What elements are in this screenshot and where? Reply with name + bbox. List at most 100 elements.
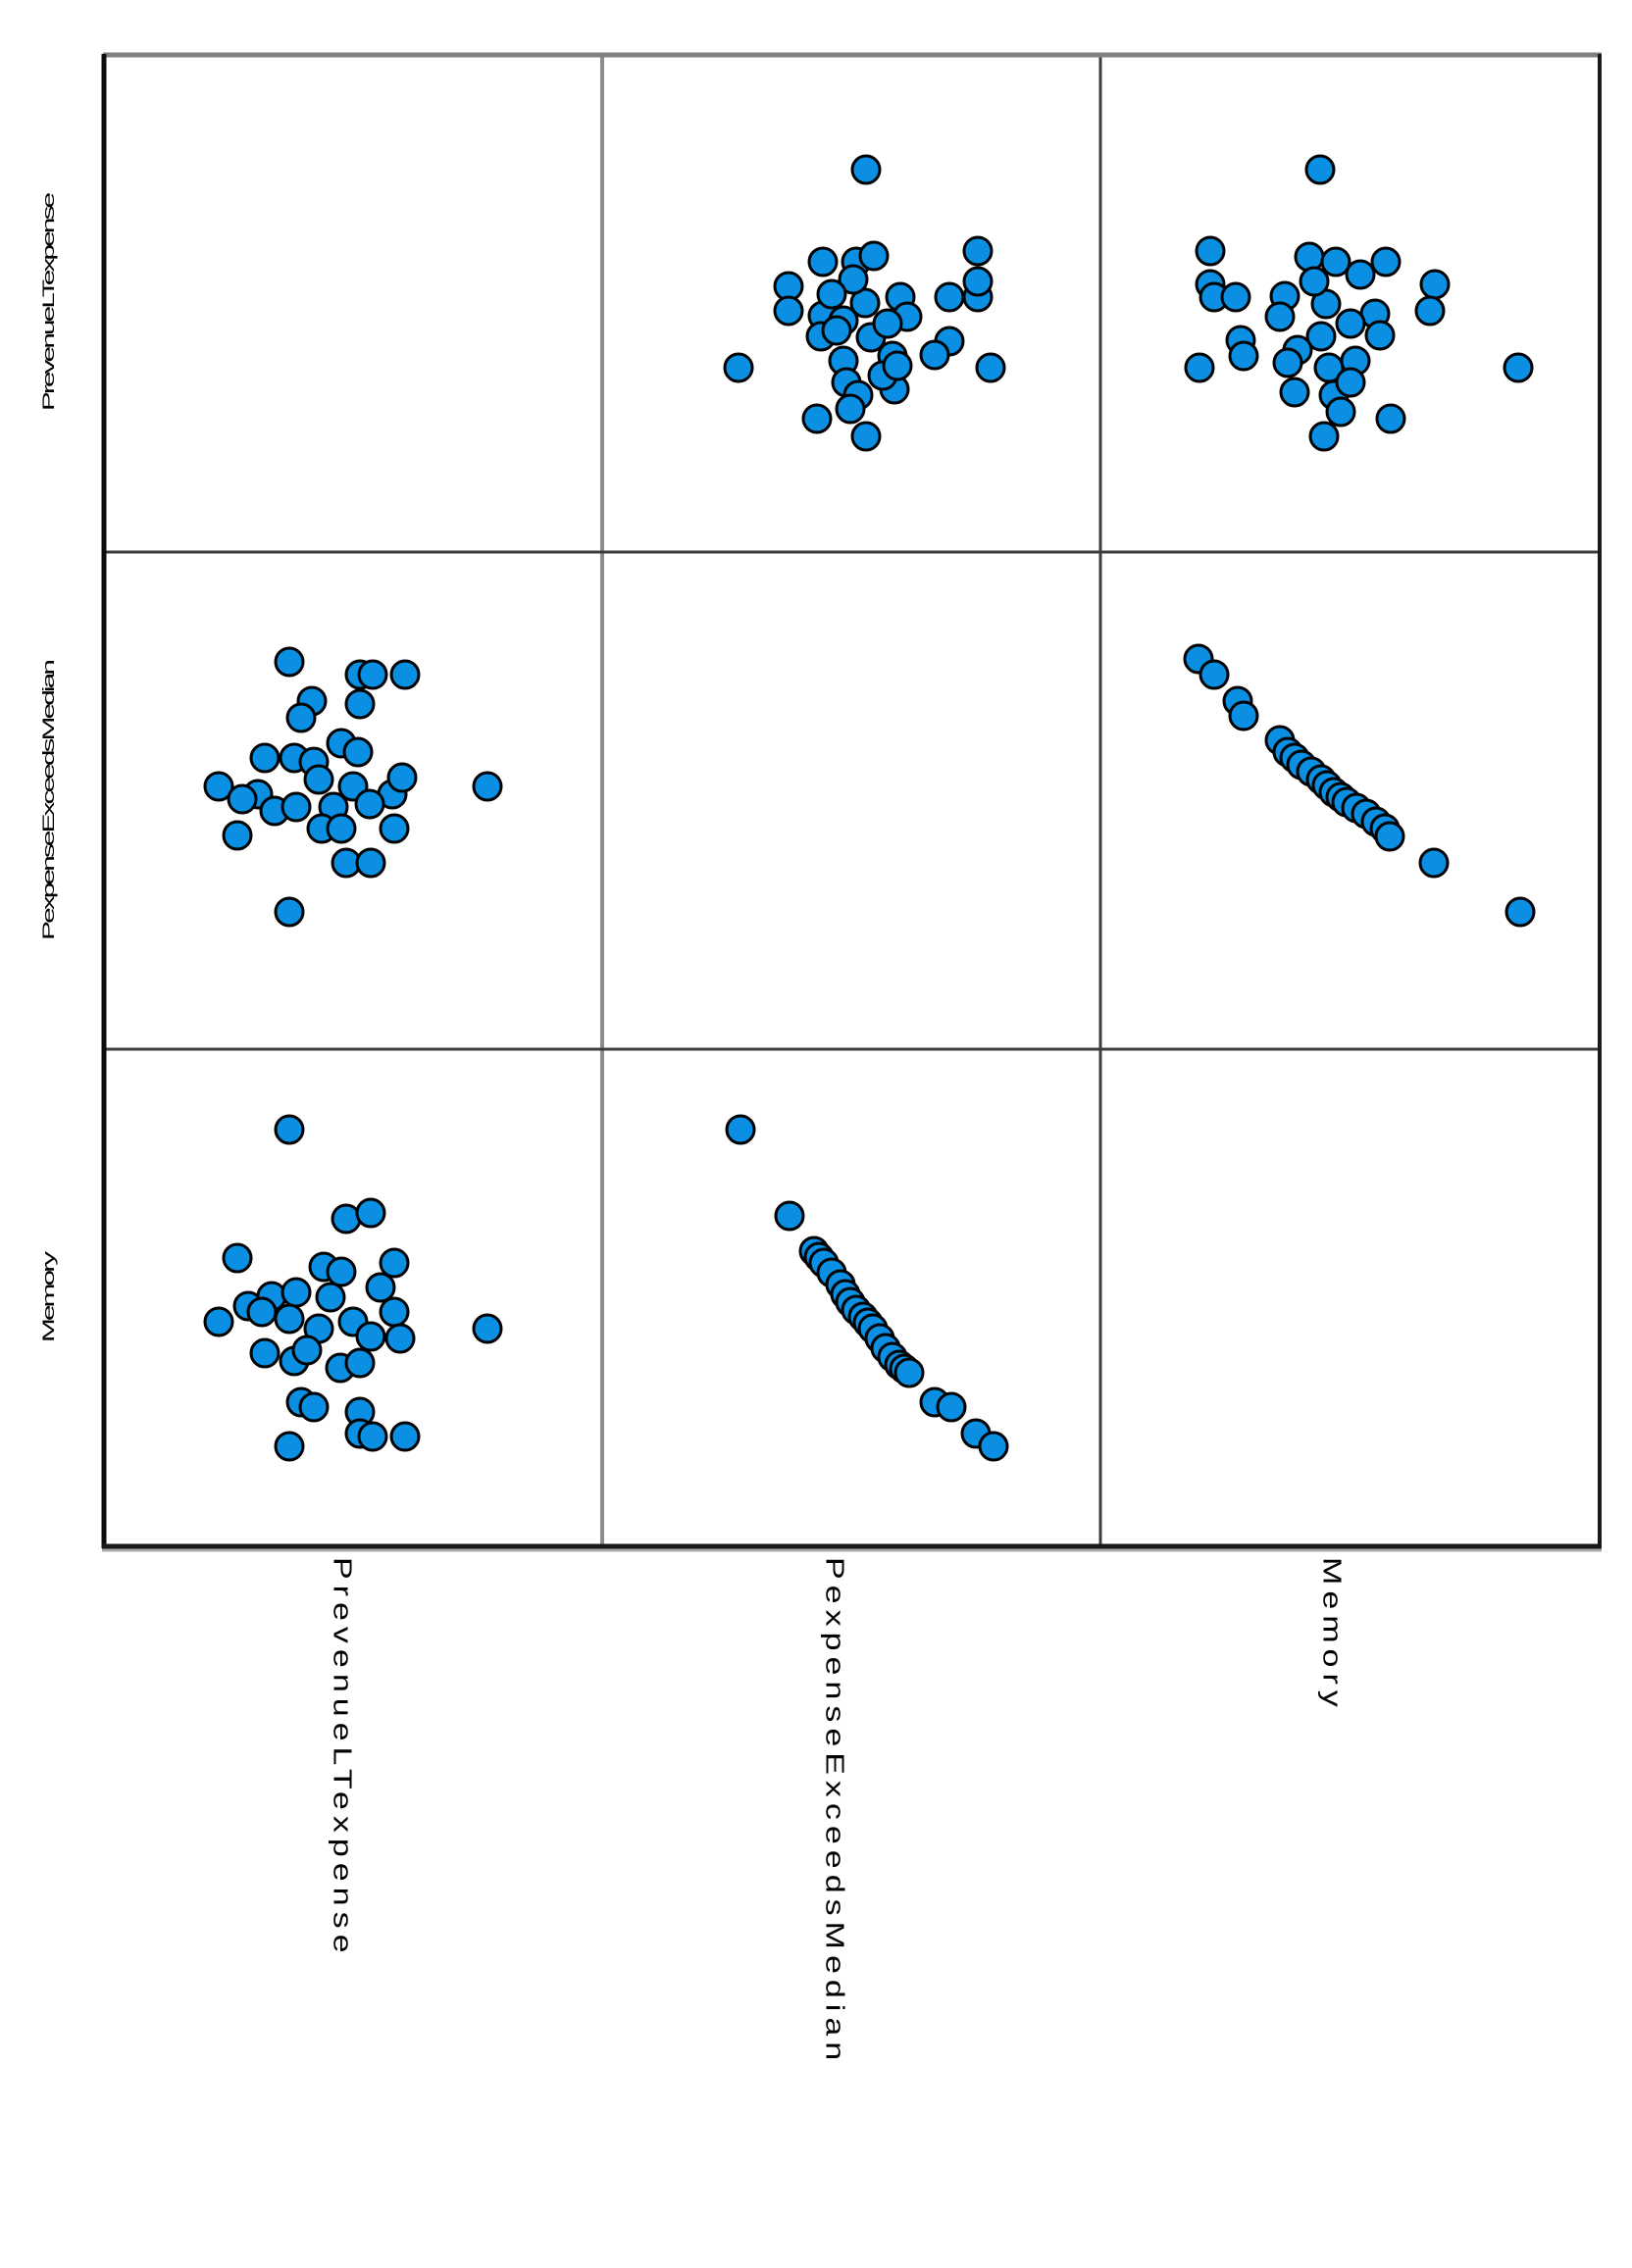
data-point: [774, 1200, 805, 1232]
panel-r2-c1: [725, 1114, 1009, 1462]
data-point: [379, 813, 410, 844]
data-point: [246, 1296, 278, 1328]
data-point: [723, 352, 754, 383]
data-point: [893, 1357, 925, 1388]
data-point: [849, 287, 881, 319]
data-point: [1308, 421, 1340, 452]
data-point: [384, 1323, 416, 1354]
data-point: [872, 308, 903, 339]
data-point: [389, 659, 421, 690]
panel-r1-c0: [203, 646, 503, 928]
data-point: [303, 764, 334, 795]
column-label-text: PrevenueLTexpense: [328, 1557, 356, 1959]
data-point: [1375, 403, 1406, 434]
data-point: [1374, 821, 1405, 852]
data-point: [357, 659, 388, 690]
column-label-pexpenseexceedsmedian: PexpenseExceedsMedian: [804, 1557, 863, 2066]
data-point: [838, 264, 869, 295]
data-point: [280, 791, 312, 823]
data-point: [1184, 352, 1215, 383]
data-point: [249, 742, 280, 774]
data-point: [1195, 235, 1226, 267]
points-layer: [203, 154, 1536, 1462]
data-point: [816, 278, 847, 310]
data-point: [472, 771, 503, 802]
data-point: [355, 847, 386, 879]
row-label-prevenueltexpense: PrevenueLTexpense: [0, 54, 98, 552]
data-point: [1419, 269, 1451, 300]
data-point: [1364, 320, 1396, 351]
column-label-text: Memory: [1317, 1557, 1346, 1713]
data-point: [331, 1203, 362, 1235]
data-point: [280, 1277, 312, 1308]
data-point: [801, 403, 833, 434]
panel-r1-c2: [1183, 643, 1536, 928]
data-point: [1504, 896, 1536, 928]
data-point: [725, 1114, 756, 1145]
data-point: [821, 315, 852, 346]
data-point: [1228, 340, 1259, 372]
column-label-memory: Memory: [1301, 1557, 1360, 1713]
column-label-prevenueltexpense: PrevenueLTexpense: [312, 1557, 371, 1958]
data-point: [934, 281, 965, 313]
data-point: [1325, 396, 1356, 428]
data-point: [1264, 301, 1296, 332]
data-point: [222, 820, 253, 851]
data-point: [315, 1282, 346, 1313]
data-point: [919, 339, 950, 371]
data-point: [344, 688, 376, 720]
data-point: [1503, 352, 1534, 383]
panel-r0-c1: [723, 154, 1006, 452]
data-point: [850, 154, 882, 185]
data-point: [472, 1313, 503, 1344]
data-point: [962, 235, 994, 267]
data-point: [355, 1321, 386, 1352]
data-point: [1320, 246, 1352, 277]
data-point: [1305, 321, 1337, 352]
data-point: [227, 783, 258, 815]
data-point: [344, 1347, 376, 1379]
data-point: [342, 736, 374, 768]
data-point: [962, 266, 994, 297]
data-point: [326, 813, 357, 844]
data-point: [1279, 377, 1310, 408]
data-point: [389, 1421, 421, 1452]
data-point: [1299, 266, 1330, 297]
data-point: [1418, 847, 1450, 879]
data-point: [274, 896, 305, 928]
data-point: [850, 421, 882, 452]
data-point: [203, 1306, 234, 1337]
data-point: [285, 702, 317, 733]
data-point: [975, 352, 1006, 383]
row-label-pexpenseexceedsmedian: PexpenseExceedsMedian: [0, 552, 98, 1049]
data-point: [1304, 154, 1336, 185]
row-label-text: PexpenseExceedsMedian: [39, 661, 58, 940]
data-point: [773, 295, 804, 327]
data-point: [978, 1431, 1009, 1462]
data-point: [274, 1431, 305, 1462]
data-point: [1272, 347, 1303, 378]
data-point: [386, 762, 418, 793]
panel-grid: [101, 52, 1602, 1552]
data-point: [326, 1256, 357, 1287]
data-point: [1345, 259, 1376, 290]
data-point: [274, 1114, 305, 1145]
panel-r2-c0: [203, 1114, 503, 1462]
data-point: [291, 1335, 323, 1366]
data-point: [1370, 246, 1402, 277]
data-point: [807, 246, 839, 277]
data-point: [1335, 308, 1366, 339]
data-point: [882, 350, 913, 381]
data-point: [379, 1296, 410, 1328]
row-label-text: Memory: [39, 1253, 58, 1342]
data-point: [1414, 295, 1446, 327]
data-point: [858, 240, 890, 272]
data-point: [379, 1247, 410, 1279]
data-point: [1198, 659, 1230, 690]
data-point: [357, 1421, 388, 1452]
data-point: [249, 1337, 280, 1369]
data-point: [274, 646, 305, 678]
data-point: [835, 393, 866, 425]
data-point: [354, 788, 385, 820]
